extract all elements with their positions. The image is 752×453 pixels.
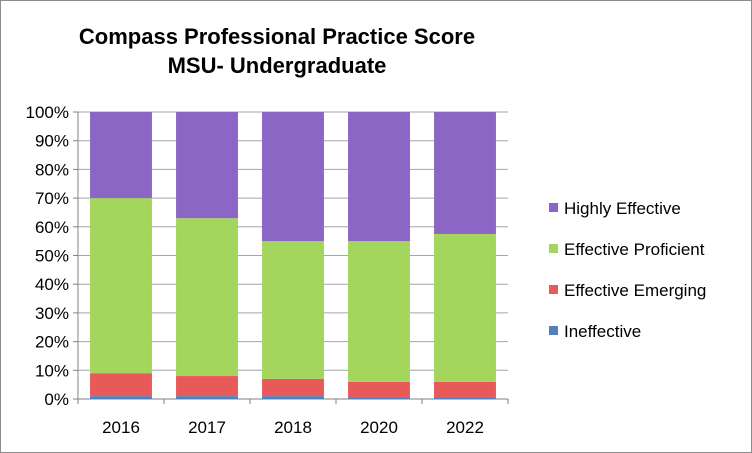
x-tick-label: 2017 [188, 418, 226, 437]
bar-segment [434, 112, 496, 234]
legend-swatch [549, 285, 558, 294]
legend-label: Highly Effective [564, 199, 681, 218]
y-tick-label: 80% [35, 160, 69, 179]
bar-segment [90, 373, 152, 397]
bar-segment [434, 233, 496, 382]
y-tick-label: 70% [35, 189, 69, 208]
x-tick-label: 2022 [446, 418, 484, 437]
bar-segment [90, 198, 152, 374]
legend-label: Effective Proficient [564, 240, 705, 259]
y-tick-label: 50% [35, 247, 69, 266]
x-tick-label: 2020 [360, 418, 398, 437]
bar-segment [262, 241, 324, 379]
y-tick-label: 0% [44, 390, 69, 409]
y-tick-label: 40% [35, 275, 69, 294]
legend-swatch [549, 326, 558, 335]
bar-segment [262, 378, 324, 397]
y-tick-label: 20% [35, 333, 69, 352]
bar-segment [434, 397, 496, 399]
y-tick-label: 10% [35, 361, 69, 380]
y-tick-label: 100% [26, 103, 69, 122]
bar-segment [176, 112, 238, 219]
bars [90, 112, 496, 399]
y-tick-label: 30% [35, 304, 69, 323]
x-tick-label: 2016 [102, 418, 140, 437]
bar-segment [90, 112, 152, 199]
y-tick-label: 60% [35, 218, 69, 237]
chart-subtitle: MSU- Undergraduate [168, 53, 387, 78]
x-axis-tick-labels: 2016 2017 2018 2020 2022 [102, 418, 484, 437]
bar-segment [348, 112, 410, 242]
legend-swatch [549, 244, 558, 253]
bar-segment [262, 396, 324, 399]
bar-segment [348, 241, 410, 382]
legend: Highly Effective Effective Proficient Effe… [549, 199, 706, 341]
bar-segment [90, 396, 152, 399]
legend-label: Effective Emerging [564, 281, 706, 300]
y-axis-tick-labels: 0% 10% 20% 30% 40% 50% 60% 70% 80% 90% 100% [26, 103, 69, 409]
chart-title: Compass Professional Practice Score [79, 24, 475, 49]
bar-segment [262, 112, 324, 242]
bar-segment [176, 376, 238, 397]
y-tick-label: 90% [35, 132, 69, 151]
x-tick-label: 2018 [274, 418, 312, 437]
bar-segment [176, 218, 238, 377]
bar-segment [348, 397, 410, 399]
legend-label: Ineffective [564, 322, 641, 341]
bar-segment [348, 381, 410, 398]
bar-segment [176, 396, 238, 399]
bar-segment [434, 381, 496, 398]
legend-swatch [549, 203, 558, 212]
